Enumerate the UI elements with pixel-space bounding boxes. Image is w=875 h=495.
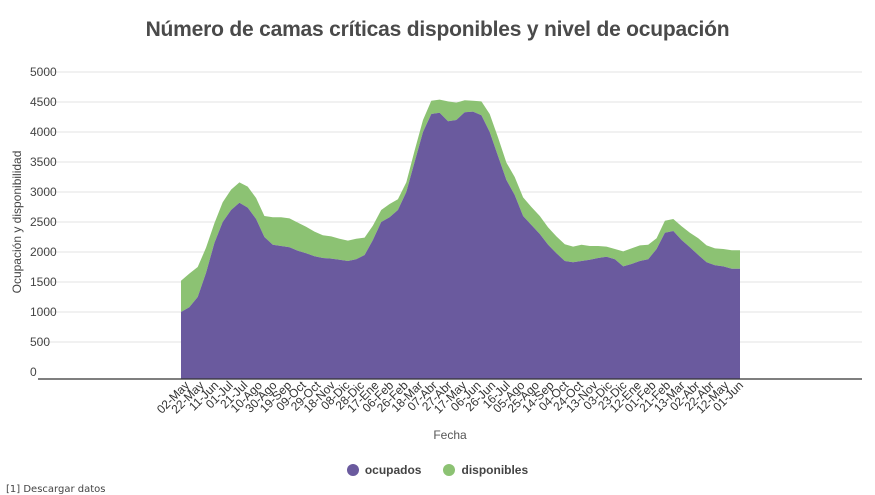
area-series [181, 99, 740, 379]
legend-swatch-disponibles [443, 464, 456, 476]
chart-title: Número de camas críticas disponibles y n… [145, 18, 730, 41]
legend-label-disponibles: disponibles [461, 463, 529, 477]
y-tick-label: 4500 [30, 95, 57, 109]
y-tick-label: 5000 [30, 65, 57, 79]
footer-note[interactable]: [1] Descargar datos [6, 484, 106, 495]
y-tick-label: 2000 [30, 245, 57, 259]
legend-label-ocupados: ocupados [364, 463, 422, 477]
y-tick-label: 500 [30, 335, 50, 349]
legend-swatch-ocupados [346, 464, 359, 476]
legend-item-ocupados[interactable]: ocupados [346, 463, 422, 477]
legend: ocupados disponibles [0, 463, 875, 477]
y-axis-title: Ocupación y disponibilidad [10, 151, 24, 294]
y-tick-label: 2500 [30, 215, 57, 229]
series-area-ocupados[interactable] [181, 111, 740, 372]
legend-item-disponibles[interactable]: disponibles [443, 463, 528, 477]
x-axis-title: Fecha [433, 428, 467, 442]
area-chart: 0 500 1000 1500 2000 2500 3000 3500 4000 4500 5000… [10, 65, 862, 442]
y-tick-label: 3500 [30, 155, 57, 169]
y-tick-label: 3000 [30, 185, 57, 199]
y-tick-labels: 0 500 1000 1500 2000 2500 3000 3500 4000 4500 5000 [30, 65, 57, 379]
series-area-ocupados-base [181, 372, 740, 379]
y-tick-label: 0 [30, 365, 37, 379]
x-tick-labels: 02-May22-May11-Jun01-Jul21-Jul10-Ago30-A… [154, 378, 746, 417]
y-tick-label: 1500 [30, 275, 57, 289]
y-tick-label: 1000 [30, 305, 57, 319]
y-tick-label: 4000 [30, 125, 57, 139]
